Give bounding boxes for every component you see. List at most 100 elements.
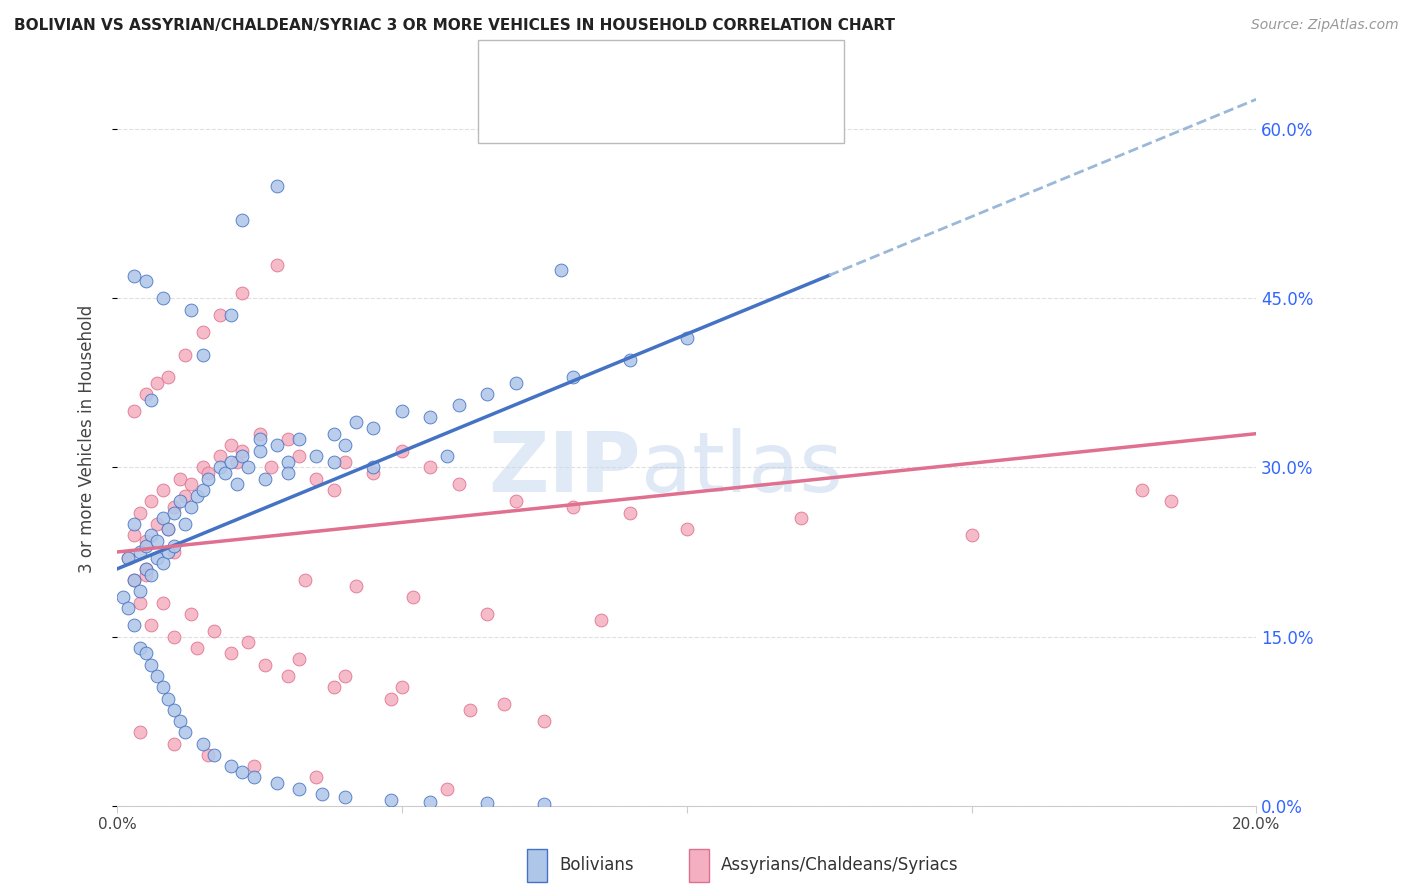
Point [128, 725, 150, 739]
Point [152, 483, 174, 497]
Point [157, 523, 180, 537]
Point [219, 438, 242, 452]
Point [561, 500, 583, 514]
Point [675, 523, 697, 537]
Point [163, 500, 186, 514]
Point [477, 387, 499, 401]
Point [391, 404, 413, 418]
Point [146, 533, 169, 548]
Point [436, 781, 458, 796]
Point [363, 421, 385, 435]
Point [477, 607, 499, 621]
Text: R =: R = [527, 71, 567, 89]
Point [197, 466, 219, 480]
Point [344, 579, 367, 593]
Point [243, 759, 266, 773]
Point [141, 528, 163, 542]
Point [322, 426, 344, 441]
Point [122, 516, 145, 531]
Point [391, 443, 413, 458]
Point [288, 449, 311, 463]
Point [208, 449, 231, 463]
Point [249, 443, 271, 458]
Point [249, 432, 271, 446]
Point [122, 404, 145, 418]
Point [191, 348, 214, 362]
Point [135, 533, 157, 548]
Point [380, 691, 402, 706]
Point [180, 477, 202, 491]
Point [135, 562, 157, 576]
Point [141, 392, 163, 407]
Point [197, 747, 219, 762]
Point [225, 477, 247, 491]
Point [146, 516, 169, 531]
Point [135, 562, 157, 576]
Point [254, 657, 277, 672]
Point [225, 455, 247, 469]
Point [333, 669, 356, 683]
Point [288, 432, 311, 446]
Point [135, 540, 157, 554]
Point [447, 477, 470, 491]
Point [277, 669, 299, 683]
Point [363, 460, 385, 475]
Point [458, 703, 481, 717]
Point [163, 630, 186, 644]
Point [311, 787, 333, 801]
Point [249, 426, 271, 441]
Point [219, 308, 242, 322]
Point [231, 449, 253, 463]
Point [305, 771, 328, 785]
Point [180, 302, 202, 317]
Point [960, 528, 983, 542]
Point [231, 764, 253, 779]
Point [266, 258, 288, 272]
Point [122, 573, 145, 587]
Point [219, 759, 242, 773]
Point [163, 545, 186, 559]
Point [266, 438, 288, 452]
Point [128, 506, 150, 520]
Point [197, 472, 219, 486]
Point [180, 500, 202, 514]
Point [561, 370, 583, 384]
Point [163, 540, 186, 554]
Text: Assyrians/Chaldeans/Syriacs: Assyrians/Chaldeans/Syriacs [721, 856, 959, 874]
Point [591, 613, 613, 627]
Text: N =: N = [619, 71, 671, 89]
Point [419, 460, 441, 475]
Point [174, 348, 197, 362]
Point [494, 697, 516, 711]
Point [174, 725, 197, 739]
Point [163, 737, 186, 751]
Point [505, 494, 527, 508]
Point [152, 556, 174, 570]
Point [419, 795, 441, 809]
Point [122, 573, 145, 587]
Point [219, 455, 242, 469]
Point [169, 472, 191, 486]
Point [117, 550, 139, 565]
Point [533, 714, 555, 728]
Point [288, 652, 311, 666]
Point [1160, 494, 1182, 508]
Point [363, 466, 385, 480]
Point [128, 584, 150, 599]
Point [141, 494, 163, 508]
Point [135, 275, 157, 289]
Point [266, 776, 288, 790]
Point [305, 472, 328, 486]
Text: 0.134: 0.134 [562, 107, 619, 125]
Point [243, 771, 266, 785]
Text: 80: 80 [665, 107, 690, 125]
Point [402, 590, 425, 604]
Point [202, 747, 225, 762]
Point [231, 212, 253, 227]
Point [219, 647, 242, 661]
Point [157, 523, 180, 537]
Text: BOLIVIAN VS ASSYRIAN/CHALDEAN/SYRIAC 3 OR MORE VEHICLES IN HOUSEHOLD CORRELATION: BOLIVIAN VS ASSYRIAN/CHALDEAN/SYRIAC 3 O… [14, 18, 896, 33]
Point [191, 325, 214, 339]
Point [146, 376, 169, 390]
Point [305, 449, 328, 463]
